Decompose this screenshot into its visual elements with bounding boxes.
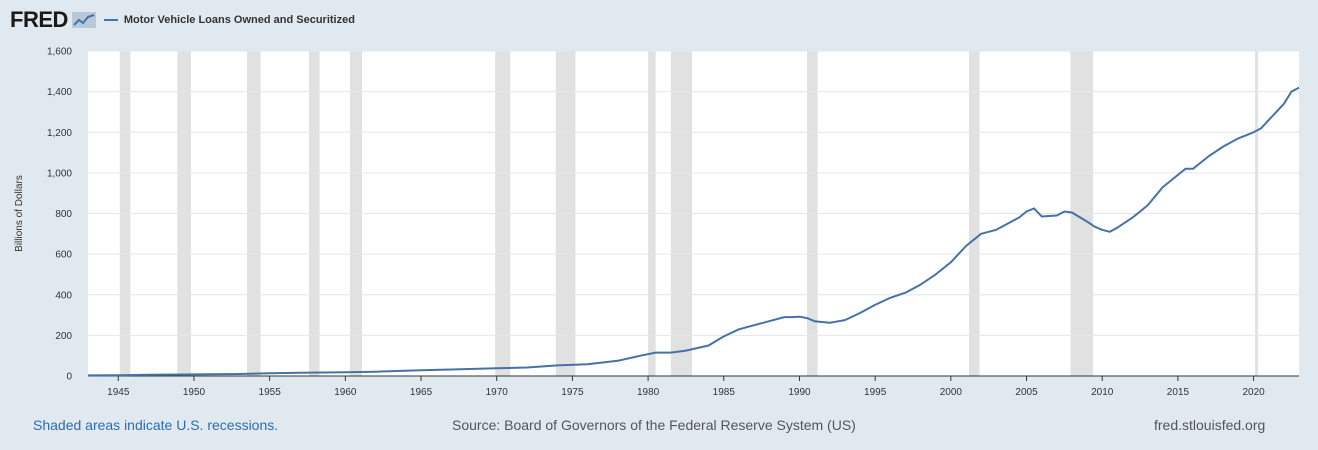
- x-tick-label: 1950: [183, 387, 206, 398]
- fred-logo-graph-icon: [71, 12, 96, 28]
- y-tick-label: 1,400: [47, 87, 72, 98]
- x-tick-label: 2000: [940, 387, 963, 398]
- y-tick-label: 0: [66, 372, 72, 383]
- chart-legend: Motor Vehicle Loans Owned and Securitize…: [103, 14, 355, 26]
- x-tick-label: 2005: [1015, 387, 1038, 398]
- x-tick-label: 2020: [1242, 387, 1265, 398]
- x-tick-label: 1960: [334, 387, 357, 398]
- source-text: Source: Board of Governors of the Federa…: [452, 417, 856, 433]
- y-tick-label: 1,000: [47, 168, 72, 179]
- legend-line-swatch: [103, 19, 118, 21]
- y-axis-label: Billions of Dollars: [14, 175, 25, 252]
- chart: 0 200 400 600 800 1,000 1,200 1,400 1,600 1945 195…: [14, 47, 1300, 398]
- x-tick-label: 2010: [1091, 387, 1114, 398]
- y-tick-label: 600: [55, 250, 72, 261]
- y-tick-label: 400: [55, 290, 72, 301]
- series-title: Motor Vehicle Loans Owned and Securitize…: [123, 14, 355, 26]
- x-tick-label: 1965: [410, 387, 433, 398]
- x-tick-label: 1975: [561, 387, 584, 398]
- chart-header: FRED Motor Vehicle Loans Owned and Secur…: [10, 6, 355, 34]
- fred-logo[interactable]: FRED: [10, 7, 68, 32]
- x-tick-label: 1970: [486, 387, 509, 398]
- recession-note: Shaded areas indicate U.S. recessions.: [33, 417, 279, 433]
- y-tick-label: 1,600: [47, 47, 72, 58]
- x-tick-label: 1980: [637, 387, 660, 398]
- x-tick-label: 2015: [1167, 387, 1190, 398]
- y-tick-label: 800: [55, 209, 72, 220]
- x-tick-label: 1990: [788, 387, 811, 398]
- series-line: [87, 86, 1300, 377]
- y-tick-label: 200: [55, 331, 72, 342]
- x-tick-label: 1955: [259, 387, 282, 398]
- x-tick-label: 1945: [107, 387, 130, 398]
- x-tick-label: 1995: [864, 387, 887, 398]
- x-tick-label: 1985: [713, 387, 736, 398]
- site-link[interactable]: fred.stlouisfed.org: [1154, 417, 1266, 433]
- y-tick-label: 1,200: [47, 128, 72, 139]
